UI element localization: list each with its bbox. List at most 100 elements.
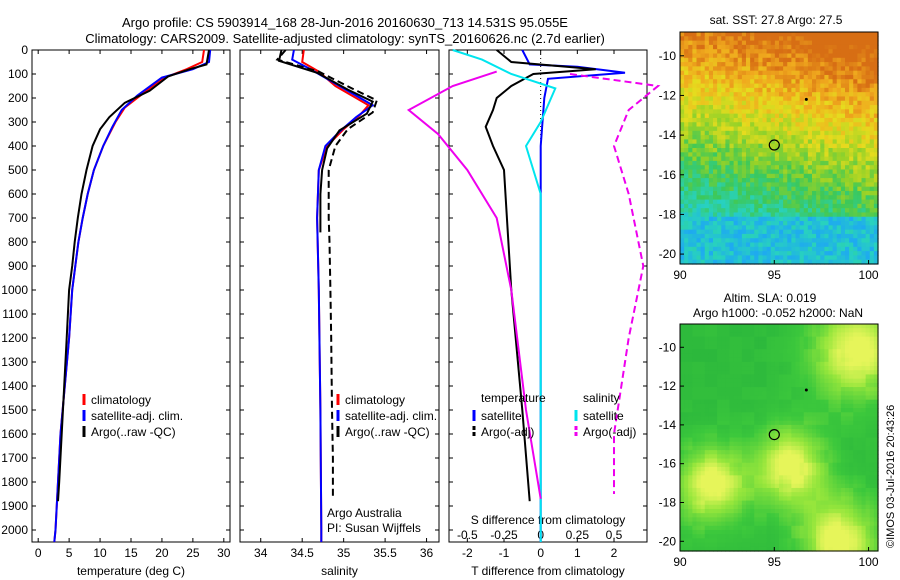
argo-australia-label: Argo Australia [327,506,402,520]
legend-label: satellite [481,409,522,423]
diff-legend-t-argo: Argo(-adj) [472,425,534,439]
y-tick-label: -10 [659,49,677,63]
legend-temperature-title: temperature [481,391,546,405]
x-tick-label: 100 [859,268,879,282]
x-tick-label: 25 [186,546,200,560]
legend-label: Argo(..raw -QC) [345,425,430,439]
sla-map-subtitle: Argo h1000: -0.052 h2000: NaN [693,306,863,320]
y-tick-label: 100 [8,67,28,81]
x-tick-label: -1 [499,546,510,560]
x-tick-label: 35.5 [373,546,397,560]
legend-label: Argo(-adj) [481,425,534,439]
y-tick-label: 1300 [1,355,28,369]
sla-float-track-marker [804,388,808,392]
x-tick-label: 0 [35,546,42,560]
sla-map-ticks: 90 95 100 -10 -12 -14 -16 -18 -20 [659,340,879,569]
y-tick-label: 1200 [1,331,28,345]
sst-float-track-marker [804,97,808,101]
y-tick-label: 300 [8,115,28,129]
temperature-legend-0: climatology [82,393,151,407]
difference-series-0 [521,49,626,542]
x-tick-label: 35 [337,546,351,560]
x2-tick-label: -0.5 [457,528,478,542]
y-tick-label: -12 [659,88,677,102]
sst-pixels [680,32,879,265]
salinity-y-ticks [240,49,439,531]
difference-axes [448,49,648,543]
y-tick-label: 400 [8,139,28,153]
figure-title-line2: Climatology: CARS2009. Satellite-adjuste… [85,31,605,46]
difference-xlabel: T difference from climatology [471,564,625,578]
sst-argo-position-marker [768,139,780,151]
y-tick-label: -18 [659,207,677,221]
legend-label: Argo(..raw -QC) [91,425,176,439]
x-tick-label: 5 [66,546,73,560]
salinity-axes [239,49,440,543]
temperature-xlabel: temperature (deg C) [77,564,185,578]
y-tick-label: -18 [659,495,677,509]
y-tick-label: 600 [8,187,28,201]
legend-salinity-title: salinity [583,391,620,405]
salinity-series-2 [275,49,379,499]
y-tick-label: -20 [659,247,677,261]
x-tick-label: 20 [155,546,169,560]
temperature-legend-2: Argo(..raw -QC) [82,425,176,439]
difference-series-4 [569,73,661,494]
x-tick-label: 0 [537,546,544,560]
y-tick-label: -14 [659,128,677,142]
y-tick-label: 1400 [1,379,28,393]
y-tick-label: 1800 [1,475,28,489]
sst-map-frame [679,31,879,265]
difference-x-ticks: -2 -1 0 1 2 [462,50,618,560]
x-tick-label: 95 [768,555,782,569]
sla-argo-position-marker [768,428,780,441]
y-tick-label: 900 [8,259,28,273]
legend-label: satellite-adj. clim. [91,409,183,423]
y-tick-label: 1000 [1,283,28,297]
legend-label: satellite-adj. clim. [345,409,437,423]
y-tick-label: 700 [8,211,28,225]
temperature-series-2 [57,49,210,502]
salinity-legend-0: climatology [336,393,405,407]
y-tick-label: -14 [659,418,677,432]
temperature-series-1 [53,49,212,543]
y-tick-label: -12 [659,379,677,393]
temperature-series-0 [53,49,205,543]
x2-tick-label: -0.25 [490,528,518,542]
x-tick-label: 34 [254,546,268,560]
sla-pixels [680,324,879,552]
temperature-axes [31,49,231,543]
y-tick-label: 1900 [1,499,28,513]
x2-tick-label: 0.25 [566,528,590,542]
legend-label: satellite [583,409,624,423]
y-tick-label: -10 [659,340,677,354]
difference-series-2 [452,49,557,542]
salinity-x-ticks: 34 34.5 35 35.5 36 [254,50,434,560]
y-tick-label: -20 [659,534,677,548]
salinity-legend-2: Argo(..raw -QC) [336,425,430,439]
temperature-x-ticks: 0 5 10 15 20 25 30 [35,50,231,560]
x-tick-label: 30 [217,546,231,560]
depth-y-ticks: 0 100 200 300 400 500 600 700 800 900 1000 1100 1200… [1,43,230,537]
y-tick-label: 2000 [1,523,28,537]
x-tick-label: 15 [124,546,138,560]
difference-y-ticks [449,49,647,531]
legend-label: climatology [345,393,405,407]
x-tick-label: 1 [574,546,581,560]
x-tick-label: -2 [462,546,473,560]
figure-title-line1: Argo profile: CS 5903914_168 28-Jun-2016… [122,15,568,30]
y-tick-label: 1100 [2,307,28,321]
x-tick-label: 10 [93,546,107,560]
pi-label: PI: Susan Wijffels [327,521,421,535]
y-tick-label: -16 [659,168,677,182]
legend-label: Argo(-adj) [583,425,636,439]
y-tick-label: 800 [8,235,28,249]
x-tick-label: 2 [611,546,618,560]
y-tick-label: -16 [659,457,677,471]
diff-legend-s-argo: Argo(-adj) [574,425,636,439]
x-tick-label: 100 [859,555,879,569]
diff-legend-t-sat: satellite [472,409,522,423]
salinity-series-3 [277,49,375,233]
sla-map-title: Altim. SLA: 0.019 [724,291,817,305]
